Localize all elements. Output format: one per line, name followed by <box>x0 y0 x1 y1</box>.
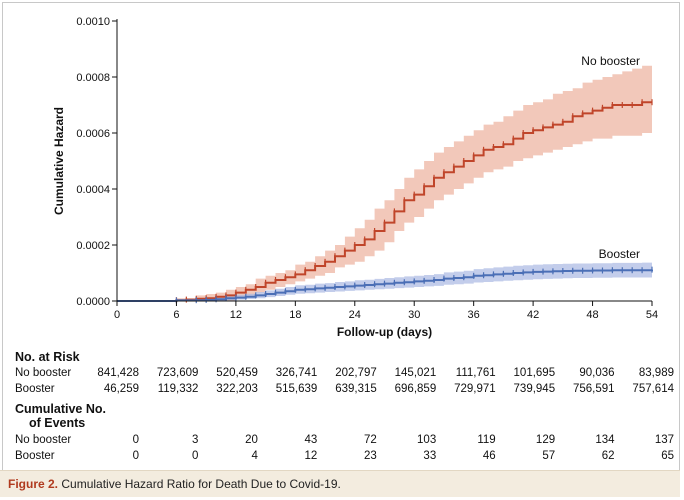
risk-table-cell: 723,609 <box>156 367 199 379</box>
events-table-cell: 0 <box>132 434 139 446</box>
risk-table-cell: 322,203 <box>216 383 258 395</box>
x-tick-label-8: 48 <box>586 309 598 321</box>
y-tick-label-2: 0.0004 <box>76 184 110 196</box>
y-tick-label-1: 0.0002 <box>76 240 110 252</box>
events-table-cell: 0 <box>132 450 139 462</box>
cumulative-hazard-chart: 0.0000 0.0002 0.0004 0.0006 0.0008 0.0010 0 6 12… <box>52 16 658 339</box>
events-table-cell: 20 <box>245 434 258 446</box>
caption-label: Figure 2. <box>8 477 59 491</box>
events-row-label-no-booster: No booster <box>15 434 72 446</box>
risk-table-cell: 729,971 <box>454 383 496 395</box>
events-table-cell: 119 <box>477 434 496 446</box>
events-table-cell: 0 <box>192 450 199 462</box>
x-tick-label-3: 18 <box>289 309 301 321</box>
y-tick-label-0: 0.0000 <box>76 296 110 308</box>
events-table-cell: 134 <box>595 434 615 446</box>
events-table-cell: 43 <box>304 434 318 446</box>
x-tick-label-0: 0 <box>114 309 120 321</box>
events-table-cell: 65 <box>661 450 674 462</box>
events-table-cell: 62 <box>601 450 615 462</box>
risk-table-cell: 841,428 <box>97 367 139 379</box>
events-table-cell: 57 <box>542 450 556 462</box>
events-table-cell: 46 <box>482 450 496 462</box>
y-tick-label-3: 0.0006 <box>76 128 110 140</box>
risk-row-label-booster: Booster <box>15 383 55 395</box>
risk-table-title: No. at Risk <box>15 350 80 364</box>
risk-table-cell: 757,614 <box>632 383 674 395</box>
caption-text: Cumulative Hazard Ratio for Death Due to… <box>61 477 341 491</box>
events-table-cell: 23 <box>363 450 377 462</box>
risk-table-cell: 756,591 <box>572 383 615 395</box>
risk-row-label-no-booster: No booster <box>15 367 72 379</box>
x-tick-label-5: 30 <box>408 309 420 321</box>
risk-table-cell: 90,036 <box>579 367 615 379</box>
risk-table-cell: 83,989 <box>638 367 674 379</box>
y-tick-label-4: 0.0008 <box>76 72 110 84</box>
ci-band-0 <box>117 65 652 301</box>
events-table-cell: 33 <box>423 450 437 462</box>
annotation-booster: Booster <box>599 247 640 261</box>
x-tick-label-9: 54 <box>646 309 658 321</box>
risk-table-cell: 739,945 <box>513 383 556 395</box>
risk-table-cell: 520,459 <box>216 367 258 379</box>
risk-table-cell: 46,259 <box>103 383 139 395</box>
x-tick-label-7: 42 <box>527 309 539 321</box>
risk-table-cell: 326,741 <box>275 367 318 379</box>
events-table-cell: 72 <box>363 434 377 446</box>
risk-table-cell: 639,315 <box>335 383 377 395</box>
events-table-cell: 137 <box>654 434 674 446</box>
annotation-no-booster: No booster <box>581 54 640 68</box>
events-table-cell: 4 <box>251 450 258 462</box>
risk-table-cell: 696,859 <box>394 383 437 395</box>
events-table-cell: 103 <box>417 434 437 446</box>
risk-table-cell: 101,695 <box>513 367 556 379</box>
x-tick-label-6: 36 <box>468 309 480 321</box>
events-table-title-line1: Cumulative No. <box>15 402 106 416</box>
x-tick-label-1: 6 <box>173 309 179 321</box>
risk-table-cell: 111,761 <box>455 367 496 379</box>
events-table-title-line2: of Events <box>29 416 86 430</box>
x-axis-label: Follow-up (days) <box>337 325 432 339</box>
risk-table-cell: 202,797 <box>335 367 377 379</box>
events-table-cell: 12 <box>304 450 318 462</box>
risk-table-cell: 119,332 <box>157 383 199 395</box>
events-row-label-booster: Booster <box>15 450 55 462</box>
y-tick-label-5: 0.0010 <box>76 16 110 28</box>
risk-table-cell: 145,021 <box>394 367 437 379</box>
x-tick-label-2: 12 <box>230 309 242 321</box>
caption-wrapper: Figure 2. Cumulative Hazard Ratio for De… <box>8 477 341 491</box>
events-table-cell: 3 <box>192 434 199 446</box>
x-tick-label-4: 24 <box>349 309 361 321</box>
y-axis-label: Cumulative Hazard <box>52 107 66 215</box>
figure-caption: Figure 2. Cumulative Hazard Ratio for De… <box>0 470 680 497</box>
risk-table-cell: 515,639 <box>275 383 318 395</box>
figure-frame: 0.0000 0.0002 0.0004 0.0006 0.0008 0.0010 0 6 12… <box>2 2 680 496</box>
events-table-cell: 129 <box>535 434 556 446</box>
